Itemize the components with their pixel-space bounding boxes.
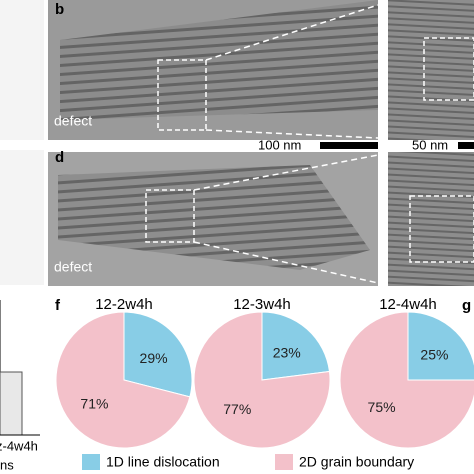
legend-label: 2D grain boundary: [299, 454, 414, 470]
pie-label: 29%: [140, 350, 168, 366]
pie-label: 71%: [80, 396, 108, 412]
zoom-line: [193, 241, 379, 284]
pie-slice: [339, 311, 474, 449]
pie-slice: [407, 311, 474, 381]
pie-label: 23%: [273, 345, 301, 361]
scale-label: 100 nm: [258, 137, 301, 152]
image-label: defect: [54, 259, 92, 275]
left-image-fragment: [0, 150, 44, 285]
scale-bar: [320, 142, 378, 149]
zoom-box: [157, 59, 207, 131]
scale-label: 50 nm: [412, 137, 448, 152]
left-image-fragment: [0, 0, 44, 140]
pie-title: 12-4w4h: [379, 296, 437, 313]
x-tick-label: z-4w4h: [0, 438, 38, 453]
legend-swatch: [82, 454, 100, 470]
panel-label: g: [462, 297, 471, 314]
image-label: defect: [54, 113, 92, 129]
zoom-line: [193, 154, 379, 191]
legend-swatch: [275, 454, 293, 470]
pie-label: 77%: [223, 401, 251, 417]
pie-label: 25%: [420, 346, 448, 362]
micrograph-zoom: [388, 152, 474, 286]
pie-title: 12-3w4h: [233, 296, 291, 313]
zoom-box: [423, 37, 474, 101]
pie-slice: [193, 311, 331, 449]
pie-title: 12-2w4h: [95, 296, 153, 313]
zoom-box: [145, 189, 195, 243]
pie-slice: [261, 311, 331, 381]
panel-label: f: [55, 297, 61, 314]
pie-slice: [123, 311, 193, 398]
scale-bar: [458, 142, 474, 149]
micrograph-layers: [60, 0, 378, 120]
pie-label: 75%: [368, 399, 396, 415]
axis-label: ns: [0, 457, 14, 472]
legend-label: 1D line dislocation: [106, 454, 220, 470]
panel-label: d: [55, 149, 64, 166]
zoom-line: [205, 129, 379, 139]
panel-label: b: [55, 1, 64, 18]
zoom-line: [205, 4, 379, 61]
micrograph-zoom: [388, 0, 474, 140]
pie-slice: [55, 311, 191, 449]
bar-fragment: [0, 371, 23, 436]
micrograph-layers: [58, 165, 370, 270]
zoom-box: [409, 195, 474, 263]
